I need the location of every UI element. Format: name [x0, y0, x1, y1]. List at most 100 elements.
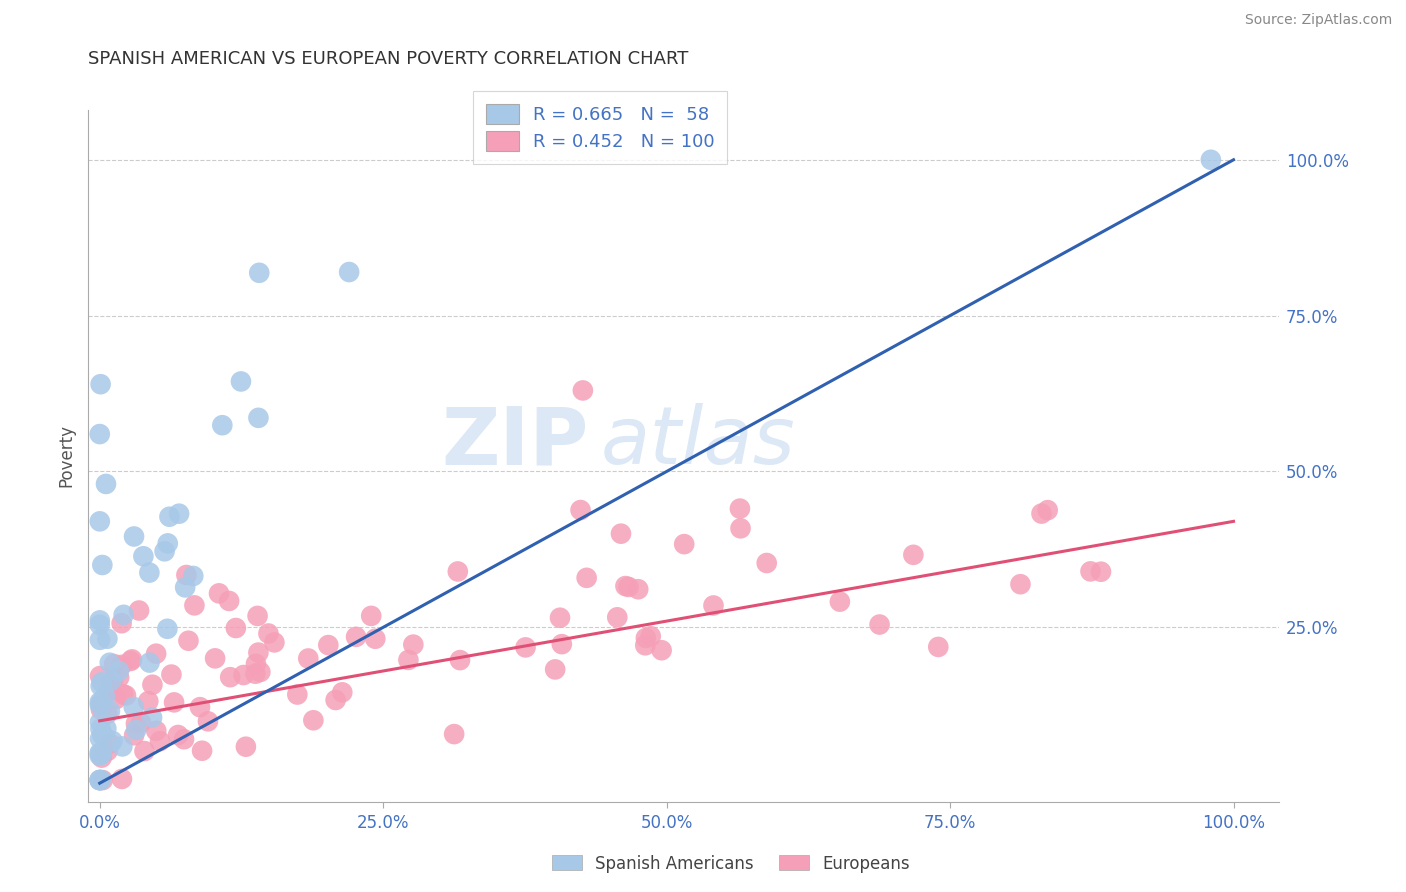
Point: [640, 629, 662, 643]
Point: [89, 632, 111, 647]
Point: [159, 509, 181, 524]
Point: [122, 728, 145, 742]
Point: [702, 599, 724, 613]
Point: [89, 613, 111, 627]
Point: [138, 656, 160, 670]
Point: [1080, 565, 1102, 579]
Point: [91, 728, 114, 742]
Point: [100, 677, 122, 691]
Point: [145, 647, 167, 661]
Point: [191, 744, 214, 758]
Point: [606, 610, 628, 624]
Point: [136, 694, 159, 708]
Point: [89, 773, 111, 788]
Point: [111, 616, 134, 631]
Point: [134, 744, 156, 758]
Point: [122, 529, 145, 543]
Point: [91, 773, 114, 788]
Point: [443, 727, 465, 741]
Point: [176, 568, 198, 582]
Text: atlas: atlas: [600, 403, 794, 481]
Point: [89, 773, 111, 788]
Point: [651, 643, 673, 657]
Point: [515, 640, 537, 655]
Point: [364, 632, 387, 646]
Point: [111, 657, 134, 672]
Point: [1031, 507, 1053, 521]
Point: [98, 682, 121, 697]
Point: [138, 566, 160, 580]
Point: [108, 671, 131, 685]
Point: [181, 569, 204, 583]
Point: [90, 747, 112, 761]
Point: [617, 580, 640, 594]
Point: [634, 638, 657, 652]
Point: [115, 689, 138, 703]
Point: [149, 734, 172, 748]
Point: [569, 503, 592, 517]
Point: [160, 667, 183, 681]
Point: [98, 704, 121, 718]
Point: [610, 526, 633, 541]
Point: [219, 670, 242, 684]
Point: [96, 706, 118, 721]
Point: [153, 544, 176, 558]
Point: [257, 626, 280, 640]
Point: [330, 685, 353, 699]
Point: [96, 722, 118, 736]
Point: [396, 653, 419, 667]
Point: [141, 710, 163, 724]
Point: [89, 773, 111, 788]
Point: [402, 638, 425, 652]
Point: [208, 586, 231, 600]
Point: [572, 384, 595, 398]
Point: [245, 657, 267, 671]
Point: [125, 723, 148, 737]
Point: [183, 599, 205, 613]
Point: [105, 692, 128, 706]
Point: [614, 579, 637, 593]
Point: [548, 611, 571, 625]
Point: [128, 603, 150, 617]
Point: [318, 638, 340, 652]
Point: [447, 565, 470, 579]
Point: [1199, 153, 1222, 167]
Point: [174, 581, 197, 595]
Point: [91, 558, 114, 572]
Point: [125, 716, 148, 731]
Point: [730, 521, 752, 535]
Point: [90, 377, 112, 392]
Point: [211, 418, 233, 433]
Point: [122, 700, 145, 714]
Point: [89, 746, 111, 760]
Point: [89, 748, 111, 763]
Point: [218, 594, 240, 608]
Point: [297, 651, 319, 665]
Point: [246, 608, 269, 623]
Point: [1036, 503, 1059, 517]
Point: [302, 713, 325, 727]
Point: [249, 665, 271, 679]
Point: [627, 582, 650, 597]
Point: [90, 747, 112, 762]
Point: [828, 594, 851, 608]
Point: [197, 714, 219, 729]
Point: [120, 654, 142, 668]
Text: ZIP: ZIP: [441, 403, 588, 481]
Point: [634, 631, 657, 645]
Point: [285, 688, 308, 702]
Point: [903, 548, 925, 562]
Point: [100, 673, 122, 688]
Point: [98, 656, 121, 670]
Point: [325, 693, 347, 707]
Point: [89, 731, 111, 746]
Point: [235, 739, 257, 754]
Point: [90, 773, 112, 788]
Point: [90, 698, 112, 712]
Point: [101, 673, 124, 687]
Point: [229, 375, 252, 389]
Point: [112, 687, 135, 701]
Point: [89, 669, 111, 683]
Point: [89, 747, 111, 761]
Point: [89, 715, 111, 730]
